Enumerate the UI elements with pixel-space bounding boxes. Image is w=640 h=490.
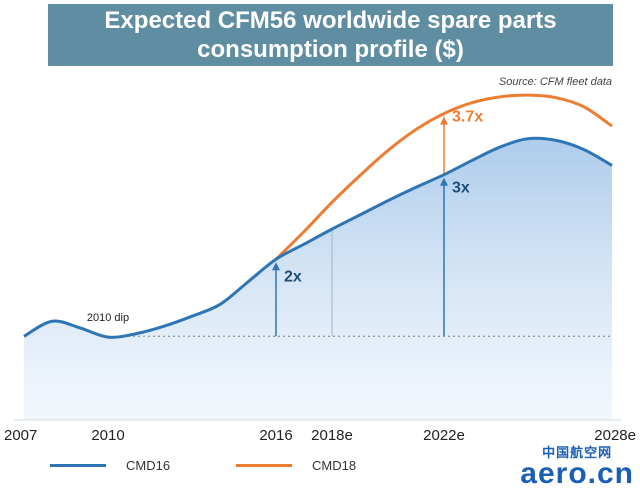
- series-line-cmd16: [23, 136, 613, 339]
- watermark-logo: 中国航空网 aero.cn: [520, 442, 634, 490]
- arrow-2022-cmd18-head: [440, 116, 448, 125]
- source-note: Source: CFM fleet data: [498, 76, 612, 88]
- x-tick-label-2028e: 2028e: [594, 427, 636, 444]
- watermark-en: aero.cn: [520, 457, 634, 490]
- x-tick-label-2018e: 2018e: [311, 427, 353, 444]
- arrow-2022-head: [440, 177, 448, 186]
- annotation-3x: 3x: [452, 180, 470, 197]
- x-tick-label-2010: 2010: [91, 427, 124, 444]
- annotation-3-7x: 3.7x: [452, 109, 483, 126]
- legend-item-cmd16: CMD16: [50, 458, 170, 473]
- legend-swatch-cmd18: [236, 464, 292, 467]
- annotation-2x: 2x: [284, 268, 302, 285]
- x-tick-label-2007: 2007: [4, 427, 37, 444]
- cmd16-area-fill: [24, 138, 612, 420]
- chart-title-line-2: consumption profile ($): [197, 36, 464, 63]
- watermark-cn: 中国航空网: [542, 445, 613, 460]
- chart-title-line-1: Expected CFM56 worldwide spare parts: [104, 7, 557, 34]
- legend-swatch-cmd16: [50, 464, 106, 467]
- legend-label-cmd16: CMD16: [126, 458, 171, 473]
- chart-title: Expected CFM56 worldwide spare parts con…: [48, 4, 613, 66]
- legend-label-cmd18: CMD18: [312, 458, 357, 473]
- legend-item-cmd18: CMD18: [236, 458, 356, 473]
- x-tick-label-2022e: 2022e: [423, 427, 465, 444]
- x-tick-label-2016: 2016: [259, 427, 292, 444]
- series-line-cmd18: [274, 93, 613, 261]
- arrow-2016-head: [272, 262, 280, 271]
- annotation-2010-dip: 2010 dip: [87, 312, 129, 324]
